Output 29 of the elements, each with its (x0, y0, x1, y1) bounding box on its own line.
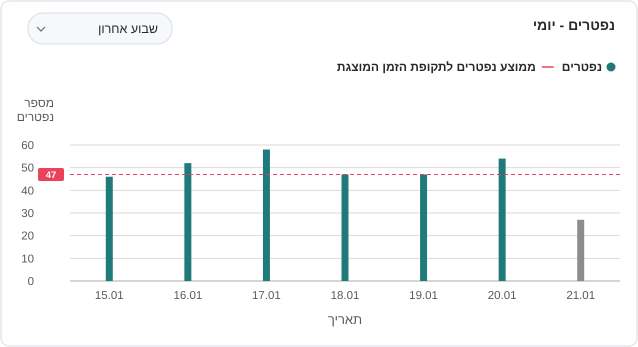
dropdown: שבוע אחרון (28, 12, 172, 44)
bar (184, 163, 192, 281)
legend: נפטרים ממוצע נפטרים לתקופת הזמן המוצגת (336, 60, 616, 74)
y-tick-label: 10 (21, 253, 34, 266)
bar (342, 174, 348, 281)
legend-label: נפטרים (562, 60, 602, 74)
legend-label: ממוצע נפטרים לתקופת הזמן המוצגת (336, 60, 536, 74)
x-tick-label: 21.01 (566, 290, 596, 302)
x-tick-label: 16.01 (173, 290, 202, 302)
bar (420, 174, 428, 281)
bar (106, 176, 113, 281)
y-tick-label: 30 (21, 208, 34, 220)
x-tick-label: 17.01 (252, 290, 281, 302)
bar (262, 150, 270, 281)
x-tick-label: 20.01 (488, 290, 517, 302)
y-tick-label: 40 (21, 185, 34, 198)
y-tick-label: 50 (21, 162, 34, 175)
y-axis-title: מספר נפטרים (16, 96, 54, 124)
chart-title: נפטרים - יומי (532, 17, 615, 33)
bar (577, 220, 584, 281)
y-tick-label: 0 (28, 276, 34, 288)
y-tick-label: 20 (21, 230, 34, 243)
x-tick-label: 18.01 (330, 290, 360, 302)
x-axis-title: תאריך (328, 312, 362, 327)
x-tick-label: 15.01 (94, 290, 124, 302)
x-tick-label: 19.01 (409, 290, 438, 302)
bar (498, 158, 506, 281)
y-tick-label: 60 (21, 140, 34, 152)
text: 47 (46, 170, 56, 181)
